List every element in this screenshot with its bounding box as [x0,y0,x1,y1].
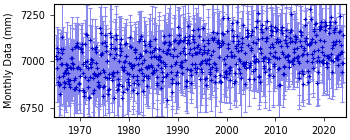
Y-axis label: Monthly Data (mm): Monthly Data (mm) [4,13,14,108]
